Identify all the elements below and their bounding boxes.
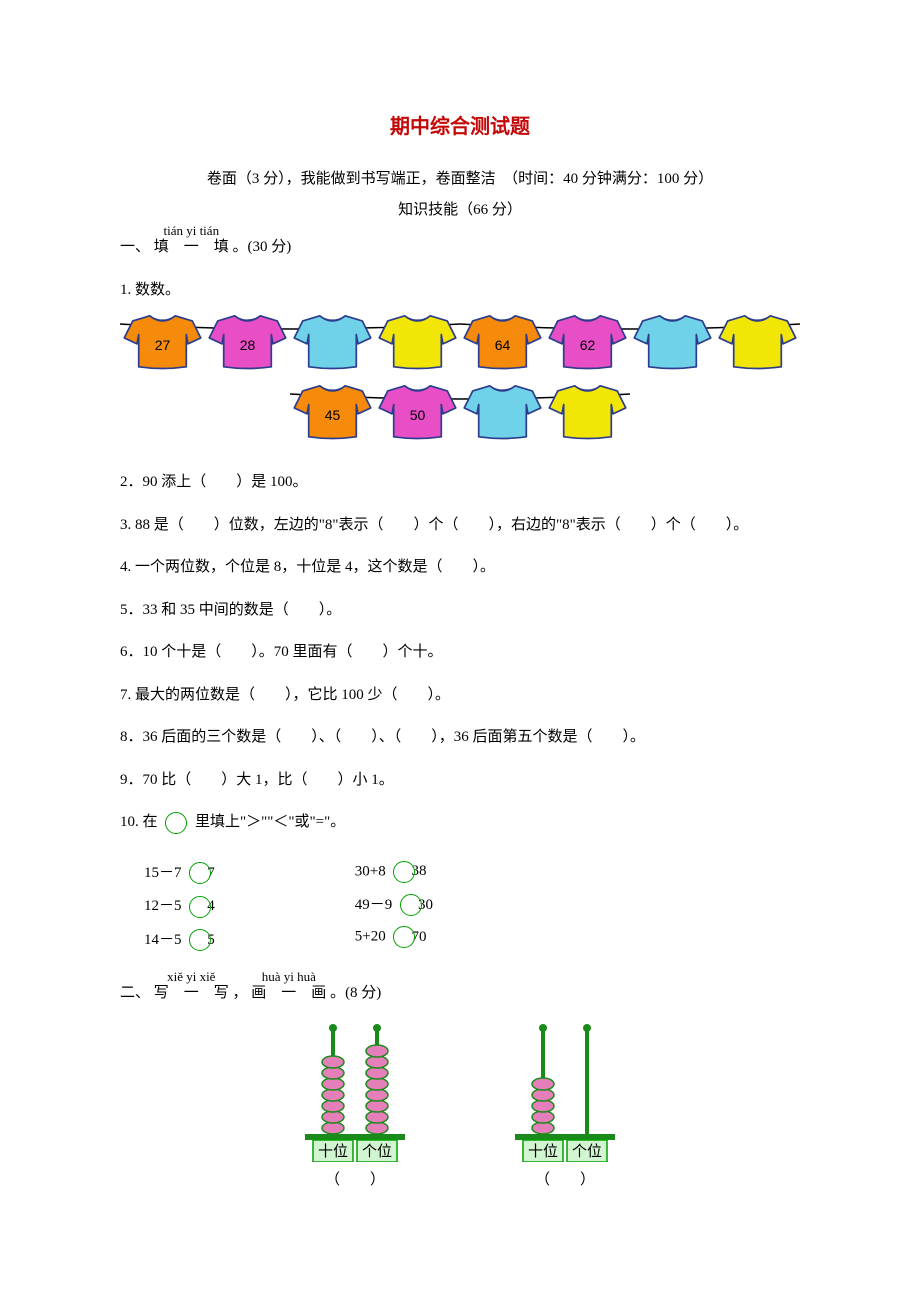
section-2-prefix: 二、: [120, 985, 150, 1001]
shirt-icon: [715, 314, 800, 378]
subtitle: 卷面（3 分），我能做到书写端正，卷面整洁 （时间：40 分钟满分：100 分）: [120, 167, 800, 188]
shirt-icon: 28: [205, 314, 290, 378]
section-1-pinyin: tián yi tián: [154, 219, 229, 244]
shirt-number: 50: [375, 407, 460, 423]
svg-text:十位: 十位: [318, 1143, 348, 1160]
section-2-suffix: 。(8 分): [330, 985, 381, 1001]
abacus-figure: 十位个位（ ）十位个位（ ）: [120, 1022, 800, 1189]
shirt-number: 28: [205, 337, 290, 353]
shirt-icon: 27: [120, 314, 205, 378]
shirt-icon: 62: [545, 314, 630, 378]
q1-10-prefix: 10. 在: [120, 814, 158, 830]
q1-10: 10. 在 里填上"＞""＜"或"="。: [120, 808, 800, 837]
abacus: 十位个位 （ ）: [285, 1022, 425, 1189]
section-1-text: tián yi tián 填 一 填: [154, 233, 229, 262]
shirt-icon: [630, 314, 715, 378]
abacus: 十位个位 （ ）: [495, 1022, 635, 1189]
q1-6: 6．10 个十是（ ）。70 里面有（ ）个十。: [120, 638, 800, 667]
compare-row: 15－7 7: [144, 861, 215, 885]
compare-expr: 14－5: [144, 932, 182, 948]
shirt-icon: 50: [375, 384, 460, 448]
shirt-icon: [545, 384, 630, 448]
shirt-row: 64 62: [460, 314, 800, 384]
q1-9: 9．70 比（ ）大 1，比（ ）小 1。: [120, 766, 800, 795]
compare-expr: 12－5: [144, 898, 182, 914]
svg-text:十位: 十位: [528, 1143, 558, 1160]
compare-blank-circle[interactable]: [400, 894, 422, 916]
compare-row: 14－5 5: [144, 928, 215, 952]
shirt-icon: 64: [460, 314, 545, 378]
section-label: 知识技能（66 分）: [120, 198, 800, 219]
compare-block: 15－7 7 12－5 4 14－5 5 30+8 38 49－9 30 5+2…: [144, 851, 800, 962]
section-2-heading: 二、 xiě yi xiě 写 一 写 ， huà yi huà 画 一 画 。…: [120, 979, 800, 1008]
q1-2: 2．90 添上（ ）是 100。: [120, 468, 800, 497]
section-1-suffix: 。(30 分): [233, 239, 292, 255]
compare-blank-circle[interactable]: [189, 896, 211, 918]
compare-row: 5+20 70: [355, 926, 433, 948]
compare-row: 12－5 4: [144, 894, 215, 918]
compare-expr: 49－9: [355, 897, 393, 913]
compare-row: 30+8 38: [355, 861, 433, 883]
q1-10-suffix: 里填上"＞""＜"或"="。: [195, 814, 345, 830]
shirt-row: 27 28: [120, 314, 460, 384]
q1-3: 3. 88 是（ ）位数，左边的"8"表示（ ）个（ ），右边的"8"表示（ ）…: [120, 511, 800, 540]
shirt-icon: [290, 314, 375, 378]
main-title: 期中综合测试题: [120, 110, 800, 139]
section-2-pinyin1: xiě yi xiě: [154, 965, 229, 990]
shirt-number: 62: [545, 337, 630, 353]
shirt-icon: 45: [290, 384, 375, 448]
page: 期中综合测试题 卷面（3 分），我能做到书写端正，卷面整洁 （时间：40 分钟满…: [0, 0, 920, 1249]
shirt-number: 45: [290, 407, 375, 423]
shirt-icon: [460, 384, 545, 448]
abacus-answer[interactable]: （ ）: [285, 1168, 425, 1189]
compare-expr: 15－7: [144, 865, 182, 881]
q1-5: 5．33 和 35 中间的数是（ ）。: [120, 596, 800, 625]
section-2-sep: ，: [233, 985, 248, 1001]
shirts-figure: 27 28 64 62 45 50: [120, 314, 800, 454]
shirt-row: 45 50: [290, 384, 630, 454]
section-2-text1: xiě yi xiě 写 一 写: [154, 979, 229, 1008]
q1-1: 1. 数数。: [120, 276, 800, 305]
blank-circle-icon: [165, 812, 187, 834]
q1-8: 8．36 后面的三个数是（ ）、（ ）、（ ），36 后面第五个数是（ ）。: [120, 723, 800, 752]
abacus-answer[interactable]: （ ）: [495, 1168, 635, 1189]
svg-text:个位: 个位: [362, 1143, 392, 1160]
shirt-number: 64: [460, 337, 545, 353]
shirt-number: 27: [120, 337, 205, 353]
compare-row: 49－9 30: [355, 893, 433, 917]
compare-expr: 5+20: [355, 929, 386, 945]
section-2-text2: huà yi huà 画 一 画: [251, 979, 326, 1008]
q1-7: 7. 最大的两位数是（ ），它比 100 少（ ）。: [120, 681, 800, 710]
compare-expr: 30+8: [355, 863, 386, 879]
section-2-pinyin2: huà yi huà: [251, 965, 326, 990]
section-1-heading: 一、 tián yi tián 填 一 填 。(30 分): [120, 233, 800, 262]
shirt-icon: [375, 314, 460, 378]
svg-text:个位: 个位: [572, 1143, 602, 1160]
q1-4: 4. 一个两位数，个位是 8，十位是 4，这个数是（ ）。: [120, 553, 800, 582]
compare-blank-circle[interactable]: [393, 861, 415, 883]
section-1-prefix: 一、: [120, 239, 150, 255]
